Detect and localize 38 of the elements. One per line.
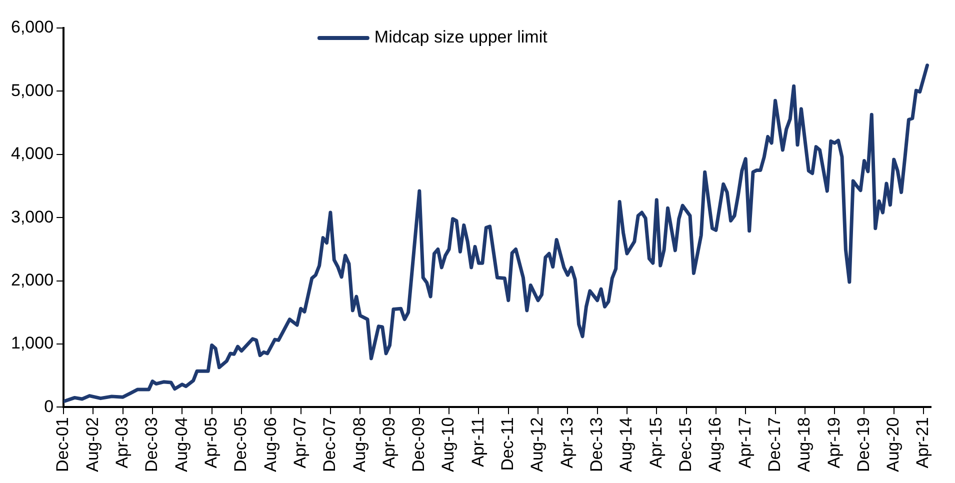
y-tick-label: 1,000 <box>10 334 54 353</box>
x-tick-label: Apr-07 <box>290 417 310 468</box>
x-tick-label: Dec-19 <box>854 417 873 472</box>
x-tick-label: Aug-02 <box>82 417 102 472</box>
x-tick-label: Dec-07 <box>320 417 340 472</box>
x-tick-label: Apr-03 <box>112 417 132 468</box>
x-tick-label: Aug-14 <box>616 417 636 472</box>
x-tick-label: Apr-11 <box>468 417 488 467</box>
y-tick-label: 6,000 <box>10 18 54 37</box>
x-tick-label: Dec-09 <box>409 417 428 472</box>
x-tick-label: Aug-12 <box>528 417 547 472</box>
legend-label: Midcap size upper limit <box>374 28 548 47</box>
y-tick-label: 3,000 <box>10 207 54 226</box>
x-tick-label: Dec-13 <box>587 417 606 472</box>
x-tick-label: Dec-01 <box>53 417 72 472</box>
x-tick-label: Dec-15 <box>676 417 695 472</box>
x-tick-label: Aug-18 <box>794 417 814 472</box>
x-tick-label: Apr-09 <box>379 417 398 468</box>
x-tick-label: Apr-19 <box>824 417 844 468</box>
x-tick-label: Dec-11 <box>498 417 518 471</box>
x-tick-label: Aug-16 <box>706 417 725 472</box>
x-tick-label: Dec-05 <box>231 417 250 472</box>
x-tick-label: Apr-21 <box>913 417 932 468</box>
x-tick-label: Aug-04 <box>172 417 191 472</box>
y-tick-label: 0 <box>44 396 54 416</box>
x-tick-label: Aug-10 <box>438 417 458 472</box>
x-tick-label: Aug-08 <box>350 417 369 472</box>
x-tick-label: Dec-03 <box>142 417 162 472</box>
x-tick-label: Aug-20 <box>884 417 903 472</box>
y-tick-label: 5,000 <box>10 80 54 100</box>
x-tick-label: Apr-05 <box>202 417 221 468</box>
x-tick-label: Apr-15 <box>646 417 666 468</box>
y-tick-label: 2,000 <box>10 270 54 290</box>
x-tick-label: Apr-17 <box>735 417 754 468</box>
x-tick-label: Apr-13 <box>557 417 576 468</box>
x-tick-label: Aug-06 <box>260 417 280 472</box>
y-tick-label: 4,000 <box>10 144 54 164</box>
x-tick-label: Dec-17 <box>764 417 784 472</box>
